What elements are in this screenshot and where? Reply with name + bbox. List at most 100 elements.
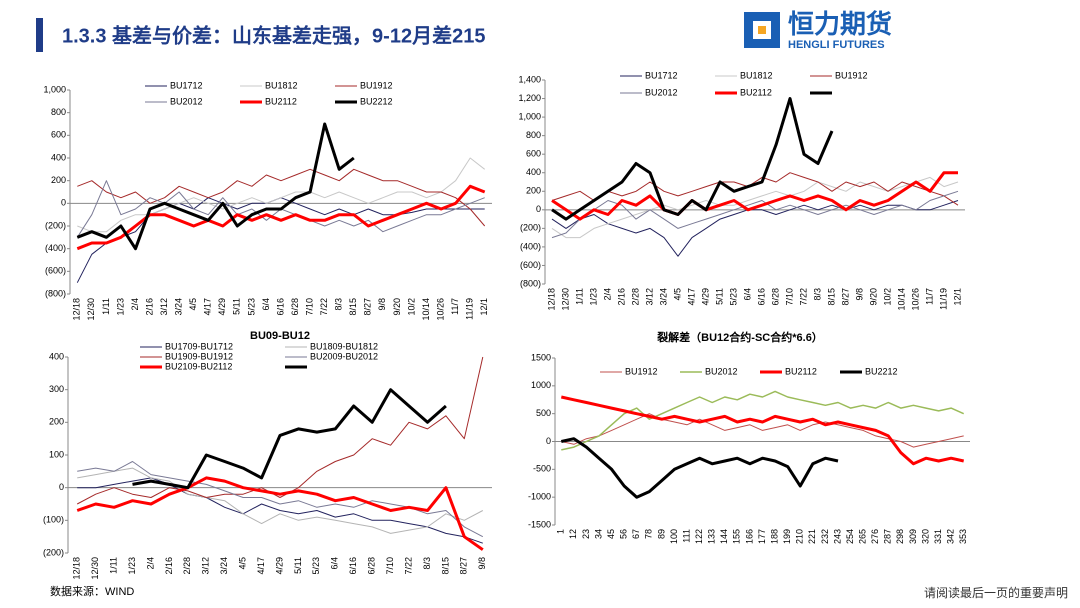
x-tick-label: 210 [795, 529, 805, 544]
x-tick-label: 6/28 [770, 288, 780, 306]
legend-label: BU1909-BU1912 [165, 351, 233, 361]
x-tick-label: 12/18 [546, 288, 556, 311]
y-tick-label: 800 [51, 107, 66, 117]
x-tick-label: 6/28 [290, 298, 300, 316]
x-tick-label: 8/3 [812, 288, 822, 301]
legend-label: BU1912 [625, 366, 658, 376]
y-tick-label: 100 [49, 449, 64, 459]
series-line [77, 168, 486, 227]
legend-label: BU1812 [265, 80, 298, 90]
x-tick-label: 188 [769, 529, 779, 544]
x-tick-label: 45 [606, 529, 616, 539]
series-line [551, 171, 958, 221]
x-tick-label: 10/14 [421, 298, 431, 321]
x-tick-label: 7/22 [319, 298, 329, 316]
y-tick-label: 0 [536, 204, 541, 214]
x-tick-label: 2/28 [630, 288, 640, 306]
x-tick-label: 8/27 [459, 557, 469, 575]
y-tick-label: (200) [520, 223, 541, 233]
x-tick-label: 9/20 [392, 298, 402, 316]
y-tick-label: 200 [526, 186, 541, 196]
y-tick-label: 400 [526, 167, 541, 177]
logo-cn: 恒力期货 [788, 9, 892, 39]
x-tick-label: 9/8 [377, 298, 387, 311]
slide-title: 1.3.3 基差与价差：山东基差走强，9-12月差215 [62, 23, 485, 47]
legend-label: BU2012 [645, 87, 678, 97]
x-tick-label: 2/28 [182, 557, 192, 575]
x-tick-label: 6/4 [330, 557, 340, 570]
x-tick-label: 265 [857, 529, 867, 544]
x-tick-label: 3/24 [658, 288, 668, 306]
legend-label: BU1709-BU1712 [165, 341, 233, 351]
y-tick-label: (400) [520, 241, 541, 251]
x-tick-label: 331 [933, 529, 943, 544]
x-tick-label: 10/14 [896, 288, 906, 311]
x-tick-label: 3/24 [174, 298, 184, 316]
x-tick-label: 133 [707, 529, 717, 544]
y-tick-label: 400 [51, 152, 66, 162]
x-tick-label: 12/30 [560, 288, 570, 311]
y-tick-label: 500 [536, 408, 551, 418]
y-tick-label: 1,000 [43, 84, 66, 94]
x-tick-label: 1/23 [115, 298, 125, 316]
title-bar [36, 18, 43, 52]
y-tick-label: 1500 [531, 352, 551, 362]
y-tick-label: -500 [533, 464, 551, 474]
x-tick-label: 2/16 [616, 288, 626, 306]
chart-title: 裂解差（BU12合约-SC合约*6.6） [656, 330, 823, 344]
x-tick-label: 1/11 [574, 288, 584, 305]
x-tick-label: 166 [744, 529, 754, 544]
series-line [77, 157, 486, 233]
x-tick-label: 4/17 [256, 557, 266, 575]
y-tick-label: 300 [49, 384, 64, 394]
y-tick-label: -1500 [528, 519, 551, 529]
y-tick-label: 800 [526, 130, 541, 140]
x-tick-label: 10/2 [882, 288, 892, 306]
x-tick-label: 6/16 [756, 288, 766, 306]
x-tick-label: 8/15 [348, 298, 358, 316]
x-tick-label: 3/12 [201, 557, 211, 575]
y-tick-label: 400 [49, 351, 64, 361]
legend-label: BU2212 [865, 366, 898, 376]
y-tick-label: 1,200 [518, 93, 541, 103]
x-tick-label: 4/5 [238, 557, 248, 570]
y-tick-label: 600 [51, 130, 66, 140]
legend-label: BU2212 [360, 96, 393, 106]
x-tick-label: 2/16 [144, 298, 154, 316]
series-line [551, 176, 959, 239]
x-tick-label: 100 [669, 529, 679, 544]
x-tick-label: 3/12 [159, 298, 169, 316]
x-tick-label: 2/16 [164, 557, 174, 575]
series-line [76, 356, 484, 505]
x-tick-label: 89 [656, 529, 666, 539]
y-tick-label: -1000 [528, 492, 551, 502]
x-tick-label: 5/11 [293, 557, 303, 574]
y-tick-label: 200 [51, 175, 66, 185]
x-tick-label: 1/23 [127, 557, 137, 575]
x-tick-label: 353 [958, 529, 968, 544]
x-tick-label: 8/15 [440, 557, 450, 575]
series-line [561, 413, 964, 448]
x-tick-label: 4/17 [203, 298, 213, 316]
legend-label: BU2112 [785, 366, 817, 376]
legend-label: BU1712 [170, 80, 203, 90]
y-tick-label: (200) [43, 547, 64, 557]
logo-icon-core [758, 26, 766, 34]
x-tick-label: 10/26 [910, 288, 920, 311]
x-tick-label: 10/26 [435, 298, 445, 321]
logo: 恒力期货 HENGLI FUTURES [744, 9, 892, 51]
logo-en: HENGLI FUTURES [788, 39, 885, 51]
x-tick-label: 7/10 [304, 298, 314, 316]
x-tick-label: 23 [581, 529, 591, 539]
x-tick-label: 11/7 [450, 298, 460, 315]
y-tick-label: (100) [43, 515, 64, 525]
y-tick-label: 0 [546, 436, 551, 446]
x-tick-label: 2/4 [130, 298, 140, 311]
x-tick-label: 67 [631, 529, 641, 539]
x-tick-label: 276 [870, 529, 880, 544]
x-tick-label: 12/18 [72, 298, 82, 321]
series-line [77, 467, 484, 534]
x-tick-label: 12/30 [90, 557, 100, 580]
